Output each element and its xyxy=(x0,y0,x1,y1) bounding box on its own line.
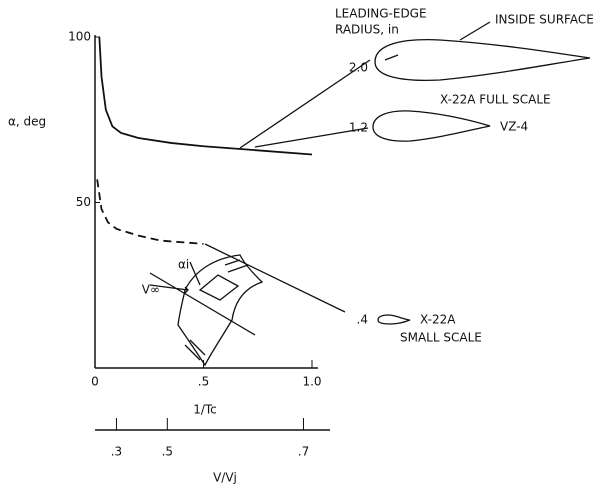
airfoil-sketches xyxy=(149,21,591,367)
y-tick-label: 50 xyxy=(76,195,91,209)
x-axis-label: 1/Tc xyxy=(193,403,217,417)
y-axis-label: α, deg xyxy=(8,115,46,129)
curve xyxy=(96,179,204,245)
x-tick-label: 1.0 xyxy=(302,375,321,389)
annotation: X-22A xyxy=(420,313,456,327)
annotation: LEADING-EDGE xyxy=(335,7,427,21)
annotation: X-22A FULL SCALE xyxy=(440,93,551,107)
x-tick-label: .5 xyxy=(198,375,209,389)
annotation: SMALL SCALE xyxy=(400,331,482,345)
annotation: VZ-4 xyxy=(500,120,528,134)
x2-tick-label: .3 xyxy=(111,445,122,459)
x2-axis-label: V/Vj xyxy=(213,471,237,485)
curve xyxy=(98,36,313,156)
x2-tick-label: .7 xyxy=(298,445,309,459)
annotation: INSIDE SURFACE xyxy=(495,13,594,27)
alpha-i-label: αi xyxy=(178,258,189,272)
y-tick-label: 100 xyxy=(68,30,91,44)
x2-tick-label: .5 xyxy=(162,445,173,459)
annotation: RADIUS, in xyxy=(335,23,399,37)
annotation: .4 xyxy=(357,313,368,327)
v-inf-label: V∞ xyxy=(142,283,160,297)
x-tick-label: 0 xyxy=(91,375,99,389)
annotation: 1.2 xyxy=(349,121,368,135)
annotation: 2.0 xyxy=(349,61,368,75)
